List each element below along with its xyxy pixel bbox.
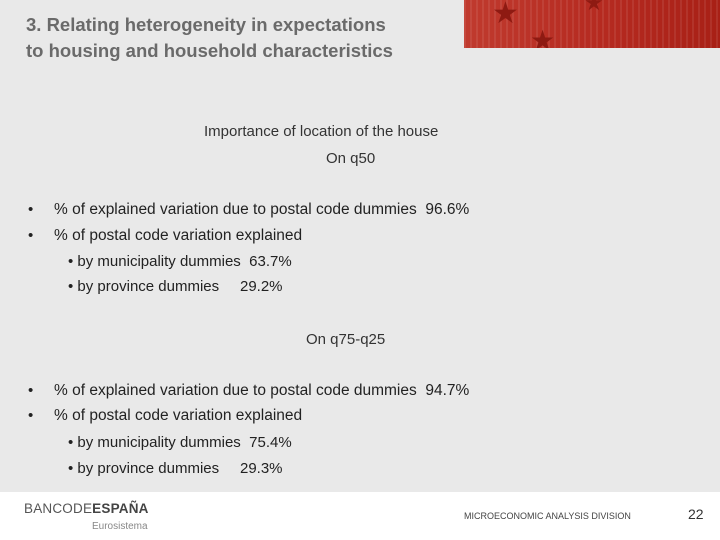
star-icon: ★ xyxy=(584,0,604,15)
section1-sub-bullet-2: • by province dummies 29.2% xyxy=(68,278,283,295)
bullet-marker: • xyxy=(28,201,34,218)
star-icon: ★ xyxy=(492,0,519,30)
footer: BANCODEESPAÑA Eurosistema MICROECONOMIC … xyxy=(0,492,720,540)
bullet-marker: • xyxy=(28,227,34,244)
banner-texture xyxy=(464,0,720,48)
logo-subtitle: Eurosistema xyxy=(92,521,148,532)
section1-bullet-1: % of explained variation due to postal c… xyxy=(54,201,470,218)
slide-body: 3. Relating heterogeneity in expectation… xyxy=(26,0,720,477)
section2-sub-bullet-2: • by province dummies 29.3% xyxy=(68,460,283,477)
section1-sub-bullet-1: • by municipality dummies 63.7% xyxy=(68,253,292,270)
bullet-marker: • xyxy=(28,382,34,399)
star-icon: ★ xyxy=(530,25,556,48)
logo-light-text: BANCODE xyxy=(24,501,93,516)
section1-heading: On q50 xyxy=(326,150,376,167)
section2-heading: On q75-q25 xyxy=(306,331,386,348)
bank-logo: BANCODEESPAÑA xyxy=(24,501,149,516)
title-line-1: 3. Relating heterogeneity in expectation… xyxy=(26,14,386,35)
section1-bullet-2: % of postal code variation explained xyxy=(54,227,303,244)
decorative-banner: ★ ★ ★ xyxy=(464,0,720,48)
division-label: MICROECONOMIC ANALYSIS DIVISION xyxy=(464,511,631,521)
slide-title: 3. Relating heterogeneity in expectation… xyxy=(26,12,476,64)
logo-bold-text: ESPAÑA xyxy=(92,501,149,516)
section2-bullet-2: % of postal code variation explained xyxy=(54,407,303,424)
section2-sub-bullet-1: • by municipality dummies 75.4% xyxy=(68,434,292,451)
subtitle: Importance of location of the house xyxy=(204,123,439,140)
section2-bullet-1: % of explained variation due to postal c… xyxy=(54,382,470,399)
bullet-marker: • xyxy=(28,407,34,424)
page-number: 22 xyxy=(688,506,704,522)
title-line-2: to housing and household characteristics xyxy=(26,40,393,61)
